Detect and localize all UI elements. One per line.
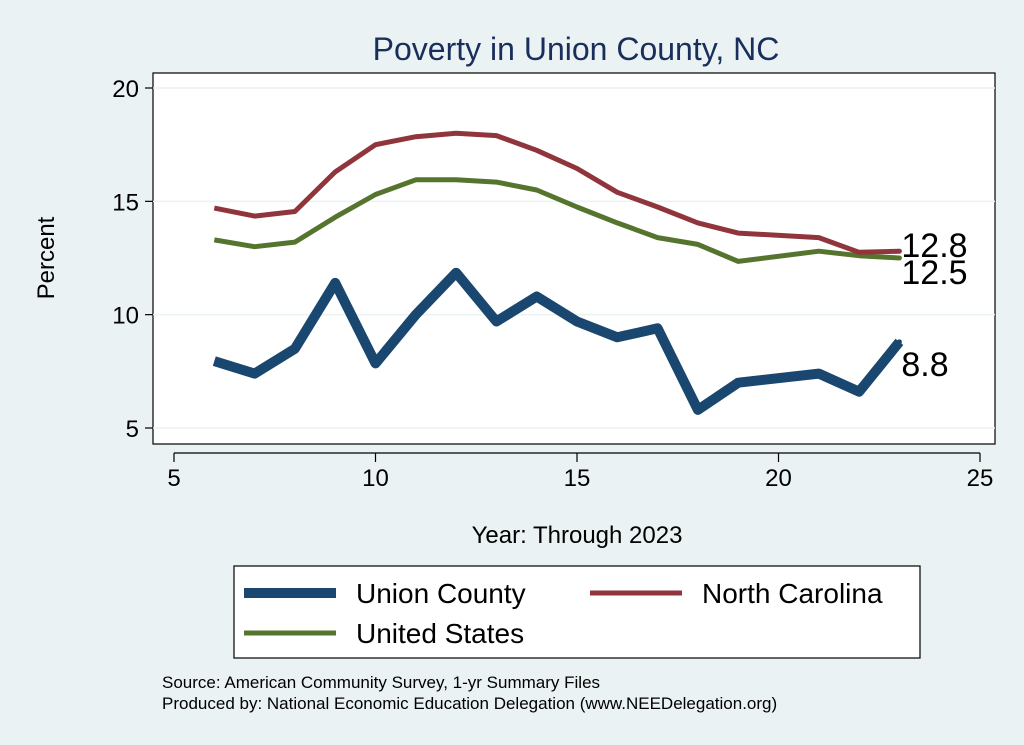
legend-label-union-county: Union County <box>356 578 526 609</box>
y-tick-label: 15 <box>112 189 139 216</box>
legend: Union County North Carolina United State… <box>233 565 921 659</box>
end-labels: 8.8 12.812.5 <box>896 227 968 384</box>
y-tick-label: 20 <box>112 76 139 103</box>
series-line-north-carolina <box>213 130 900 255</box>
end-point-union-county <box>896 339 902 345</box>
x-tick-label: 25 <box>967 465 994 492</box>
y-tick-label: 10 <box>112 303 139 330</box>
end-label-united-states: 12.5 <box>901 254 967 292</box>
y-tick-label: 5 <box>126 416 139 443</box>
legend-label-north-carolina: North Carolina <box>702 578 883 609</box>
end-label-union-county: 8.8 <box>901 346 948 384</box>
end-point-united-states <box>896 255 902 261</box>
legend-box <box>233 565 921 659</box>
series-line-union-county <box>212 267 904 415</box>
end-point-north-carolina <box>896 248 902 254</box>
series-layer <box>212 130 904 415</box>
series-line-united-states <box>213 177 900 264</box>
source-note: Source: American Community Survey, 1-yr … <box>162 673 600 692</box>
x-tick-label: 10 <box>362 465 389 492</box>
producer-note: Produced by: National Economic Education… <box>162 694 777 713</box>
chart-title: Poverty in Union County, NC <box>373 31 780 67</box>
axes: 5 10 15 20 5 10 15 20 25 <box>112 76 993 492</box>
x-tick-label: 20 <box>765 465 792 492</box>
x-tick-label: 5 <box>167 465 180 492</box>
end-label-north-carolina: 12.8 <box>901 227 967 265</box>
x-axis-label: Year: Through 2023 <box>472 522 683 549</box>
y-axis-label: Percent <box>33 216 60 299</box>
legend-label-united-states: United States <box>356 618 524 649</box>
plot-area <box>152 72 996 445</box>
x-tick-label: 15 <box>564 465 591 492</box>
